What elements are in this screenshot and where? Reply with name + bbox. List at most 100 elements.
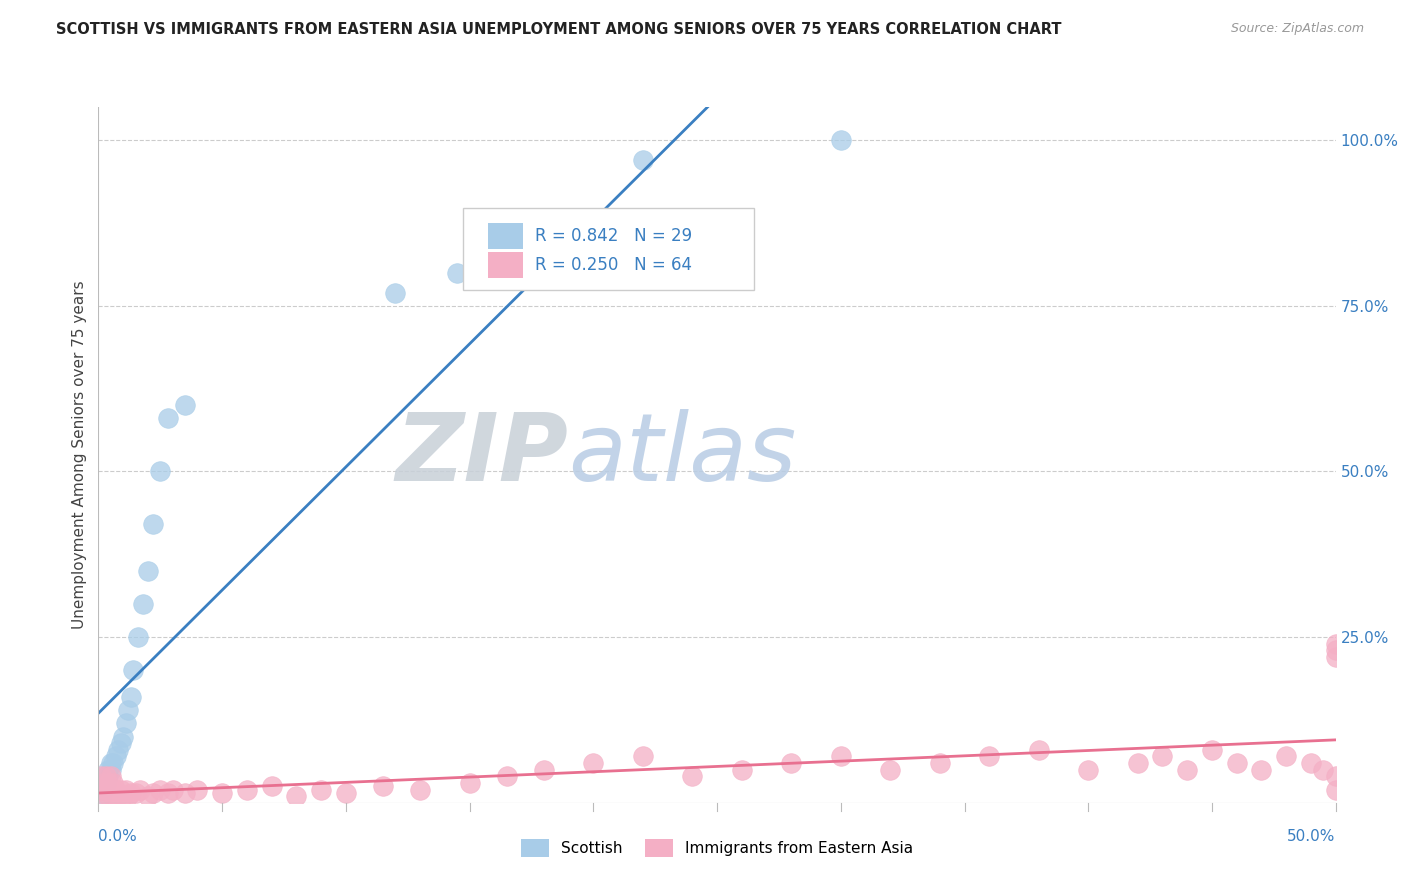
Point — [830, 133, 852, 147]
Point — [285, 789, 308, 804]
Point — [90, 769, 112, 783]
Point — [681, 769, 703, 783]
Bar — [488, 222, 523, 249]
Point — [93, 789, 115, 804]
Point — [107, 789, 129, 804]
Point — [1226, 756, 1249, 770]
Point — [409, 782, 432, 797]
Point — [1324, 643, 1347, 657]
Point — [149, 782, 172, 797]
Point — [211, 786, 233, 800]
Point — [780, 756, 803, 770]
Point — [186, 782, 208, 797]
Point — [384, 285, 406, 300]
Point — [94, 769, 117, 783]
Point — [1312, 763, 1334, 777]
Point — [103, 756, 125, 770]
Point — [979, 749, 1001, 764]
Point — [100, 756, 122, 770]
Point — [107, 743, 129, 757]
Point — [1028, 743, 1050, 757]
Point — [1077, 763, 1099, 777]
Point — [120, 786, 142, 800]
Text: atlas: atlas — [568, 409, 797, 500]
Point — [93, 776, 115, 790]
Point — [174, 786, 197, 800]
Point — [1275, 749, 1298, 764]
Point — [90, 789, 112, 804]
Point — [1126, 756, 1149, 770]
Point — [371, 779, 394, 793]
Point — [132, 597, 155, 611]
Point — [100, 763, 122, 777]
Point — [94, 782, 117, 797]
Point — [1152, 749, 1174, 764]
FancyBboxPatch shape — [464, 208, 754, 290]
Point — [110, 736, 132, 750]
Legend: Scottish, Immigrants from Eastern Asia: Scottish, Immigrants from Eastern Asia — [513, 832, 921, 864]
Point — [156, 786, 179, 800]
Point — [495, 769, 517, 783]
Bar — [488, 252, 523, 278]
Point — [142, 517, 165, 532]
Point — [112, 789, 135, 804]
Point — [879, 763, 901, 777]
Point — [103, 789, 125, 804]
Point — [124, 786, 146, 800]
Text: Source: ZipAtlas.com: Source: ZipAtlas.com — [1230, 22, 1364, 36]
Point — [162, 782, 184, 797]
Point — [1324, 637, 1347, 651]
Point — [1324, 769, 1347, 783]
Point — [731, 763, 754, 777]
Point — [260, 779, 283, 793]
Y-axis label: Unemployment Among Seniors over 75 years: Unemployment Among Seniors over 75 years — [72, 281, 87, 629]
Point — [1324, 782, 1347, 797]
Point — [149, 465, 172, 479]
Text: ZIP: ZIP — [395, 409, 568, 501]
Text: R = 0.250   N = 64: R = 0.250 N = 64 — [536, 256, 692, 274]
Point — [93, 782, 115, 797]
Point — [110, 782, 132, 797]
Point — [112, 730, 135, 744]
Point — [582, 756, 605, 770]
Point — [114, 716, 136, 731]
Point — [103, 776, 125, 790]
Point — [94, 769, 117, 783]
Point — [97, 769, 120, 783]
Point — [631, 153, 654, 167]
Point — [100, 782, 122, 797]
Point — [97, 789, 120, 804]
Point — [458, 776, 481, 790]
Point — [631, 749, 654, 764]
Point — [100, 769, 122, 783]
Point — [136, 564, 159, 578]
Point — [309, 782, 332, 797]
Point — [928, 756, 950, 770]
Point — [533, 763, 555, 777]
Text: 0.0%: 0.0% — [98, 830, 138, 845]
Point — [94, 776, 117, 790]
Point — [129, 782, 152, 797]
Point — [1250, 763, 1272, 777]
Text: 50.0%: 50.0% — [1288, 830, 1336, 845]
Point — [830, 749, 852, 764]
Point — [104, 749, 127, 764]
Point — [120, 690, 142, 704]
Point — [97, 763, 120, 777]
Point — [446, 266, 468, 280]
Point — [90, 782, 112, 797]
Point — [117, 789, 139, 804]
Text: R = 0.842   N = 29: R = 0.842 N = 29 — [536, 227, 692, 244]
Point — [1175, 763, 1198, 777]
Point — [97, 776, 120, 790]
Point — [114, 782, 136, 797]
Point — [156, 411, 179, 425]
Point — [136, 789, 159, 804]
Point — [174, 398, 197, 412]
Point — [1324, 650, 1347, 665]
Point — [335, 786, 357, 800]
Point — [127, 630, 149, 644]
Text: SCOTTISH VS IMMIGRANTS FROM EASTERN ASIA UNEMPLOYMENT AMONG SENIORS OVER 75 YEAR: SCOTTISH VS IMMIGRANTS FROM EASTERN ASIA… — [56, 22, 1062, 37]
Point — [236, 782, 259, 797]
Point — [142, 786, 165, 800]
